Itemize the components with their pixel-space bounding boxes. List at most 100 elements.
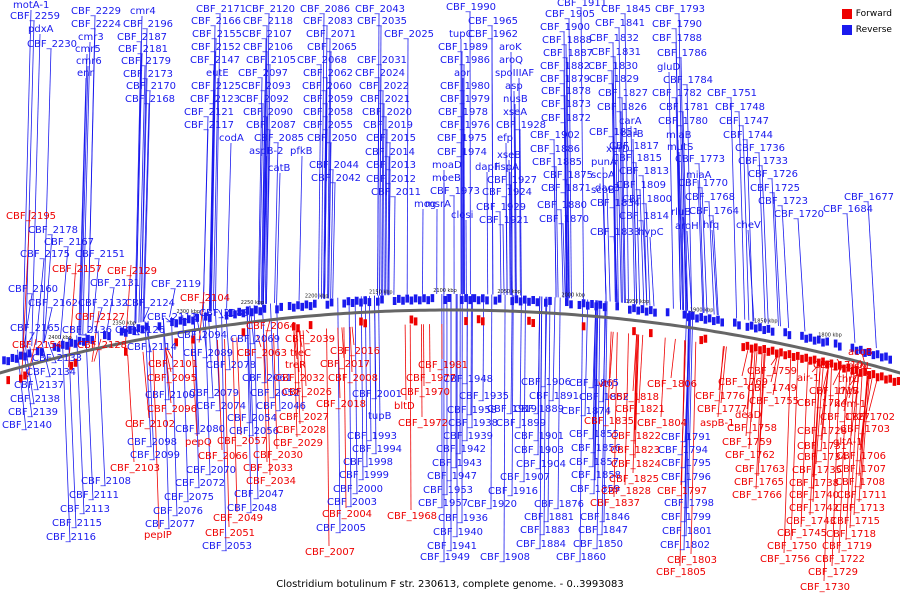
reverse-gene-label: CBF_2055 — [303, 120, 353, 131]
reverse-gene-label: CBF_1855 — [569, 429, 619, 440]
reverse-gene-glyph — [82, 337, 86, 346]
forward-gene-label-leader — [820, 366, 829, 398]
forward-gene-glyph — [703, 334, 708, 343]
forward-gene-glyph — [476, 315, 481, 324]
reverse-gene-glyph — [6, 357, 10, 366]
reverse-gene-label-leader — [25, 332, 35, 348]
reverse-gene-label-leader — [35, 258, 45, 346]
reverse-gene-label: CBF_2022 — [359, 81, 409, 92]
forward-gene-label-leader — [68, 262, 77, 368]
forward-gene-label-leader — [868, 378, 878, 412]
kbp-tick-label: 2200 kbp — [305, 293, 329, 299]
reverse-gene-label-leader — [78, 77, 87, 335]
forward-gene-label: CBF_1731 — [797, 441, 847, 452]
reverse-gene-glyph — [686, 313, 691, 322]
reverse-gene-label: carA — [619, 116, 642, 127]
forward-gene-glyph — [754, 343, 758, 352]
forward-gene-label-leader — [409, 324, 412, 511]
reverse-gene-label: CBF_2069 — [230, 334, 280, 345]
forward-gene-label: CBF_1717 — [809, 386, 859, 397]
reverse-gene-label-leader — [182, 315, 189, 503]
reverse-gene-label: spoIIIAF — [495, 68, 534, 79]
reverse-gene-label-leader — [482, 294, 485, 402]
forward-gene-label: CBF_1702 — [845, 412, 895, 423]
forward-gene-label-leader — [273, 333, 278, 450]
reverse-gene-glyph — [77, 336, 82, 345]
reverse-gene-glyph — [493, 296, 498, 305]
reverse-gene-label: CBF_2123 — [190, 94, 240, 105]
reverse-gene-label: CBF_1936 — [438, 513, 488, 524]
reverse-gene-glyph — [418, 296, 422, 305]
forward-gene-glyph — [741, 343, 745, 352]
reverse-gene-glyph — [136, 324, 141, 333]
reverse-gene-label: eutE — [206, 68, 229, 79]
reverse-gene-glyph — [23, 352, 27, 361]
reverse-gene-label-leader — [502, 224, 505, 295]
reverse-gene-glyph — [308, 302, 313, 311]
forward-gene-label: CBF_2008 — [328, 373, 378, 384]
forward-gene-label: CBF_1970 — [400, 387, 450, 398]
reverse-gene-label: CBF_1990 — [446, 2, 496, 13]
reverse-gene-label: CBF_2162 — [28, 298, 78, 309]
reverse-gene-label: CBF_1884 — [516, 539, 566, 550]
reverse-gene-glyph — [250, 308, 254, 317]
reverse-gene-glyph — [132, 327, 136, 336]
reverse-gene-label-leader — [649, 236, 655, 307]
reverse-gene-label: miaB — [666, 130, 692, 141]
reverse-gene-label-leader — [193, 313, 200, 489]
reverse-gene-label: CBF_1986 — [440, 55, 490, 66]
gene-glyphs — [2, 294, 900, 386]
forward-gene-label-leader — [853, 374, 863, 516]
reverse-gene-label-leader — [76, 335, 85, 515]
forward-gene-label: CBF_1837 — [590, 498, 640, 509]
forward-gene-label-leader — [670, 338, 676, 379]
reverse-gene-label-leader — [31, 33, 41, 347]
reverse-gene-glyph — [128, 325, 132, 334]
reverse-gene-glyph — [35, 347, 40, 356]
reverse-gene-label: CBF_2168 — [125, 94, 175, 105]
reverse-gene-label-leader — [422, 208, 424, 295]
reverse-gene-label-leader — [601, 301, 606, 536]
reverse-gene-glyph — [518, 297, 523, 306]
reverse-gene-label: CBF_2076 — [153, 506, 203, 517]
reverse-gene-label: CBF_1800 — [622, 194, 672, 205]
reverse-gene-label-leader — [562, 223, 566, 298]
reverse-gene-glyph — [485, 296, 489, 305]
forward-gene-label: gltA-1 — [833, 437, 863, 448]
reverse-gene-label: CBF_2035 — [357, 16, 407, 27]
reverse-gene-label: CBF_2124 — [125, 298, 175, 309]
reverse-gene-label: CBF_2131 — [90, 278, 140, 289]
forward-gene-label: CBF_1818 — [609, 392, 659, 403]
reverse-gene-label: CBF_2224 — [71, 19, 121, 30]
reverse-gene-label: CBF_2112 — [147, 312, 197, 323]
reverse-gene-glyph — [682, 310, 687, 319]
reverse-gene-label-leader — [25, 347, 35, 405]
reverse-gene-label: CBF_1874 — [561, 406, 611, 417]
reverse-gene-label-leader — [354, 296, 358, 495]
forward-gene-label-leader — [302, 330, 307, 387]
forward-gene-label: CBF_2028 — [276, 425, 326, 436]
reverse-gene-label: aroK — [499, 42, 522, 53]
reverse-gene-glyph — [413, 294, 418, 303]
reverse-gene-label: CBF_2088 — [199, 308, 249, 319]
reverse-gene-label: lispA — [495, 162, 519, 173]
reverse-gene-label: CBF_2090 — [243, 107, 293, 118]
reverse-gene-label: CBF_2021 — [360, 94, 410, 105]
forward-gene-label-leader — [232, 337, 238, 513]
forward-gene-label-leader — [815, 365, 824, 465]
forward-gene-label-leader — [127, 354, 135, 463]
reverse-gene-glyph — [325, 300, 330, 309]
reverse-gene-label: CBF_1773 — [675, 154, 725, 165]
forward-gene-glyph — [308, 321, 313, 330]
reverse-gene-label: CBF_1878 — [541, 86, 591, 97]
reverse-gene-label-leader — [630, 125, 636, 305]
reverse-gene-glyph — [329, 298, 334, 307]
reverse-gene-label: CBF_2024 — [355, 68, 405, 79]
forward-gene-glyph — [838, 361, 842, 370]
forward-gene-glyph — [531, 319, 535, 328]
reverse-gene-label-leader — [327, 38, 331, 299]
forward-gene-glyph — [413, 317, 418, 326]
forward-gene-label-leader — [624, 333, 629, 486]
forward-gene-label-leader — [812, 364, 821, 503]
